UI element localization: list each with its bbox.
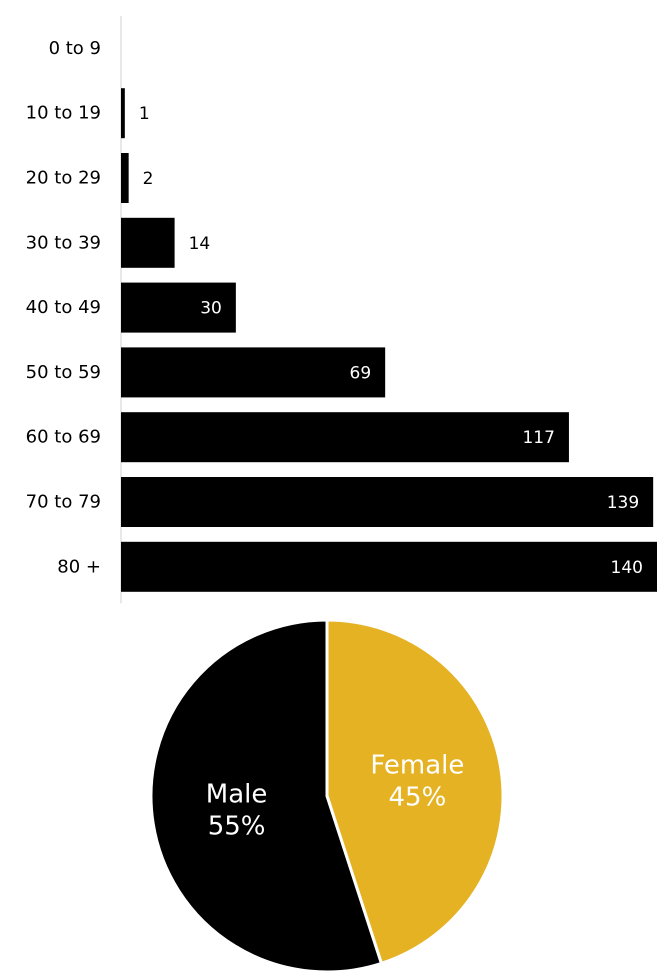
pie-slice-female (325, 618, 505, 965)
pie-slice-male (149, 618, 383, 971)
category-tick-label: 50 to 59 (26, 362, 101, 383)
category-tick-label: 20 to 29 (26, 168, 101, 189)
category-tick-label: 80 + (57, 556, 101, 577)
category-tick-label: 10 to 19 (26, 103, 101, 124)
bar-value-label: 139 (607, 493, 639, 513)
bar (121, 217, 175, 268)
bar (121, 88, 125, 139)
bar (121, 477, 654, 527)
bar-series (121, 88, 657, 592)
bar (121, 153, 129, 203)
category-tick-label: 30 to 39 (26, 232, 101, 253)
category-tick-label: 60 to 69 (26, 427, 101, 448)
bar-value-label: 2 (143, 169, 154, 189)
category-tick-label: 70 to 79 (26, 492, 101, 513)
pie-slice-name-label: Male (206, 779, 268, 809)
bar-value-label: 117 (522, 428, 554, 448)
age-bar-chart: 0 to 9 10 to 19 20 to 29 30 to 39 40 to 49 50… (26, 16, 657, 604)
pie-slice-percent-label: 45% (388, 783, 446, 813)
bar-value-label: 140 (611, 558, 643, 578)
bar (121, 347, 386, 398)
bar (121, 541, 657, 592)
bar-value-label: 14 (189, 234, 211, 254)
category-tick-label: 40 to 49 (26, 297, 101, 318)
bar (121, 282, 236, 333)
bar-value-labels: 1 2 14 30 69 117 139 140 (139, 104, 643, 578)
bar-value-label: 30 (200, 299, 222, 319)
pie-slice-name-label: Female (370, 751, 464, 781)
bar (121, 412, 569, 463)
pie-slices (149, 618, 505, 971)
bar-value-label: 69 (350, 363, 372, 383)
category-tick-label: 0 to 9 (49, 38, 101, 59)
bar-value-label: 1 (139, 104, 150, 124)
pie-slice-percent-label: 55% (208, 811, 266, 841)
category-tick-labels: 0 to 9 10 to 19 20 to 29 30 to 39 40 to 49 50… (26, 38, 101, 577)
